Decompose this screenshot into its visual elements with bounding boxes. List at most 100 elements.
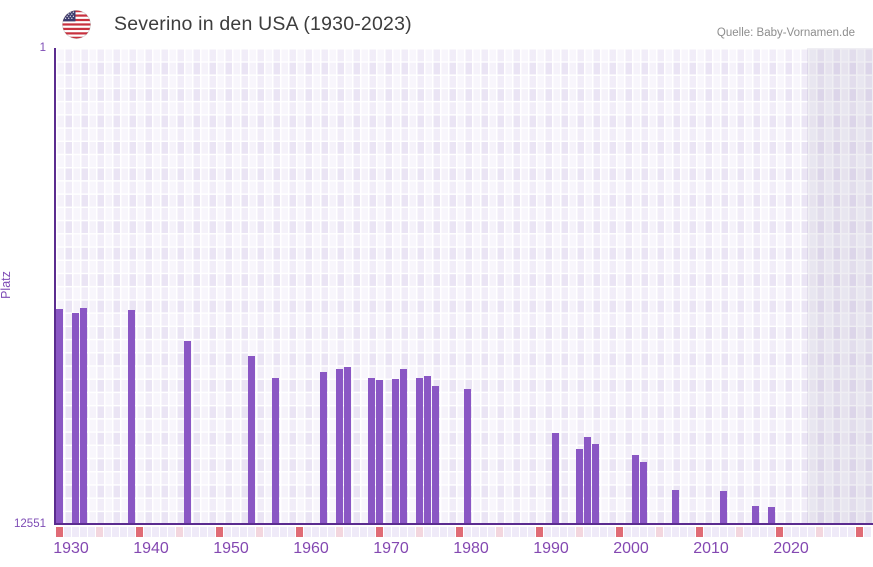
year-tick-2010 [696, 527, 703, 537]
y-tick-bottom: 12551 [14, 518, 46, 530]
year-tick-1976 [424, 527, 431, 537]
year-tick-1999 [608, 527, 615, 537]
year-tick-2022 [792, 527, 799, 537]
y-tick-top: 1 [39, 42, 46, 54]
year-tick-1969 [368, 527, 375, 537]
year-tick-2028 [840, 527, 847, 537]
year-tick-1977 [432, 527, 439, 537]
year-tick-2012 [712, 527, 719, 537]
bar-1932[interactable] [72, 313, 79, 523]
year-tick-1930 [56, 527, 63, 537]
year-tick-1998 [600, 527, 607, 537]
bar-1973[interactable] [400, 369, 407, 523]
year-tick-1982 [472, 527, 479, 537]
year-tick-1984 [488, 527, 495, 537]
us-flag-icon [62, 10, 91, 39]
year-tick-2006 [664, 527, 671, 537]
year-tick-1968 [360, 527, 367, 537]
year-tick-1932 [72, 527, 79, 537]
x-tick-label-1990: 1990 [533, 540, 569, 557]
bar-2002[interactable] [632, 455, 639, 523]
bar-2017[interactable] [752, 506, 759, 523]
bar-2019[interactable] [768, 507, 775, 523]
year-tick-2008 [680, 527, 687, 537]
bar-1933[interactable] [80, 308, 87, 523]
year-tick-1967 [352, 527, 359, 537]
bar-1976[interactable] [424, 376, 431, 523]
year-tick-1947 [192, 527, 199, 537]
year-tick-1940 [136, 527, 143, 537]
year-tick-1943 [160, 527, 167, 537]
bar-1957[interactable] [272, 378, 279, 523]
year-tick-1980 [456, 527, 463, 537]
year-tick-1963 [320, 527, 327, 537]
x-axis-labels: 1930 1940 1950 1960 1970 1980 1990 2000 2010 2020 [53, 540, 873, 560]
bar-1954[interactable] [248, 356, 255, 523]
bar-1972[interactable] [392, 379, 399, 523]
year-tick-1965 [336, 527, 343, 537]
x-tick-label-2020: 2020 [773, 540, 809, 557]
bar-1981[interactable] [464, 389, 471, 523]
year-tick-1962 [312, 527, 319, 537]
year-tick-2021 [784, 527, 791, 537]
year-tick-1951 [224, 527, 231, 537]
bar-1970[interactable] [376, 380, 383, 523]
bar-1997[interactable] [592, 444, 599, 523]
year-tick-1991 [544, 527, 551, 537]
year-tick-2011 [704, 527, 711, 537]
year-tick-1975 [416, 527, 423, 537]
year-tick-1983 [480, 527, 487, 537]
bar-2007[interactable] [672, 490, 679, 523]
year-tick-1952 [232, 527, 239, 537]
year-tick-1953 [240, 527, 247, 537]
year-tick-2007 [672, 527, 679, 537]
year-tick-1939 [128, 527, 135, 537]
year-tick-1941 [144, 527, 151, 537]
bar-1966[interactable] [344, 367, 351, 523]
year-tick-2015 [736, 527, 743, 537]
bar-1969[interactable] [368, 378, 375, 523]
year-tick-2009 [688, 527, 695, 537]
year-tick-2029 [848, 527, 855, 537]
year-tick-1945 [176, 527, 183, 537]
bar-1963[interactable] [320, 372, 327, 523]
bar-1939[interactable] [128, 310, 135, 523]
year-tick-1950 [216, 527, 223, 537]
year-tick-2018 [760, 527, 767, 537]
bar-1996[interactable] [584, 437, 591, 523]
bar-1992[interactable] [552, 433, 559, 523]
bar-1930[interactable] [56, 309, 63, 523]
year-tick-1994 [568, 527, 575, 537]
year-tick-2000 [616, 527, 623, 537]
year-tick-1992 [552, 527, 559, 537]
year-tick-1985 [496, 527, 503, 537]
bar-1946[interactable] [184, 341, 191, 523]
year-tick-2003 [640, 527, 647, 537]
year-tick-2004 [648, 527, 655, 537]
year-tick-1954 [248, 527, 255, 537]
year-tick-2019 [768, 527, 775, 537]
future-years-band [807, 48, 873, 524]
year-tick-row [55, 527, 873, 537]
bar-1965[interactable] [336, 369, 343, 523]
source-label: Quelle: Baby-Vornamen.de [716, 27, 855, 39]
year-tick-1936 [104, 527, 111, 537]
year-tick-1997 [592, 527, 599, 537]
year-tick-1979 [448, 527, 455, 537]
year-tick-1956 [264, 527, 271, 537]
bar-2013[interactable] [720, 491, 727, 523]
bar-1975[interactable] [416, 378, 423, 523]
bar-1977[interactable] [432, 386, 439, 523]
year-tick-1973 [400, 527, 407, 537]
plot-area [55, 48, 873, 524]
x-tick-label-1970: 1970 [373, 540, 409, 557]
bar-1995[interactable] [576, 449, 583, 523]
year-tick-1955 [256, 527, 263, 537]
bar-2003[interactable] [640, 462, 647, 523]
year-tick-1958 [280, 527, 287, 537]
y-axis-label: Platz [0, 271, 13, 299]
year-tick-1946 [184, 527, 191, 537]
year-tick-1987 [512, 527, 519, 537]
year-tick-1981 [464, 527, 471, 537]
year-tick-1960 [296, 527, 303, 537]
